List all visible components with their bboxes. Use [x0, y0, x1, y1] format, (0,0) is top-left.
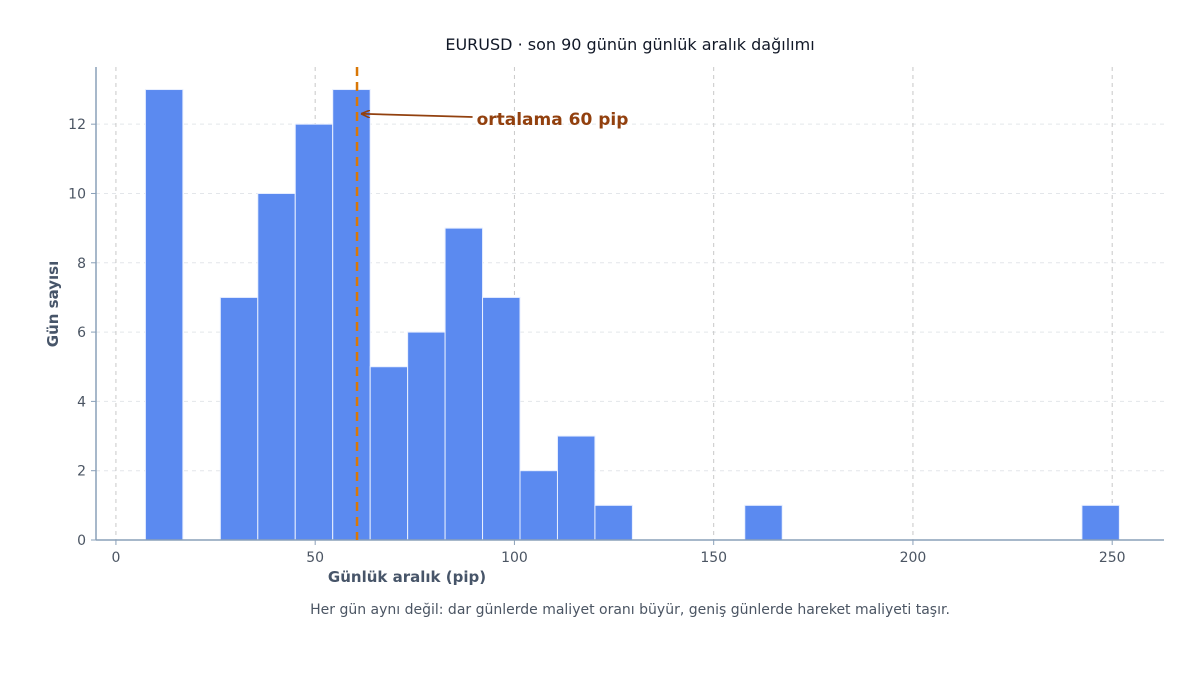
- y-tick-label: 12: [68, 117, 86, 133]
- x-tick-label: 250: [1099, 550, 1126, 566]
- mean-annotation-label: ortalama 60 pip: [477, 110, 629, 130]
- axes: 0 50 100 150 200 250 0 2 4 6 8 10 12: [68, 67, 1164, 566]
- x-tick-label: 0: [111, 550, 120, 566]
- histogram-bars: [144, 89, 1120, 541]
- y-tick-label: 10: [68, 186, 86, 202]
- y-tick-label: 2: [77, 464, 86, 480]
- x-axis-label: Günlük aralık (pip): [328, 568, 486, 586]
- histogram-bar: [482, 296, 521, 541]
- mean-annotation-arrow: [361, 114, 473, 117]
- y-axis-label: Gün sayısı: [44, 261, 62, 347]
- histogram-bar: [1081, 504, 1120, 541]
- y-tick-label: 8: [77, 256, 86, 272]
- histogram-bar: [219, 296, 259, 541]
- histogram-bar: [744, 504, 783, 541]
- chart-title: EURUSD · son 90 günün günlük aralık dağı…: [445, 35, 815, 54]
- histogram-bar: [407, 331, 446, 541]
- histogram-bar: [594, 504, 633, 541]
- x-tick-label: 50: [306, 550, 324, 566]
- histogram-bar: [369, 366, 409, 541]
- y-tick-label: 4: [77, 394, 86, 410]
- y-tick-label: 6: [77, 325, 86, 341]
- histogram-bar: [257, 192, 296, 541]
- x-tick-label: 100: [501, 550, 528, 566]
- x-tick-label: 200: [900, 550, 927, 566]
- histogram-bar: [556, 435, 596, 541]
- x-tick-label: 150: [700, 550, 727, 566]
- chart-caption: Her gün aynı değil: dar günlerde maliyet…: [310, 602, 950, 618]
- mean-marker: ortalama 60 pip: [355, 67, 629, 540]
- histogram-bar: [144, 89, 184, 541]
- histogram-bar: [519, 470, 558, 541]
- y-tick-label: 0: [77, 533, 86, 549]
- histogram-bar: [294, 123, 334, 541]
- histogram-bar: [444, 227, 484, 541]
- histogram-bar: [332, 89, 371, 541]
